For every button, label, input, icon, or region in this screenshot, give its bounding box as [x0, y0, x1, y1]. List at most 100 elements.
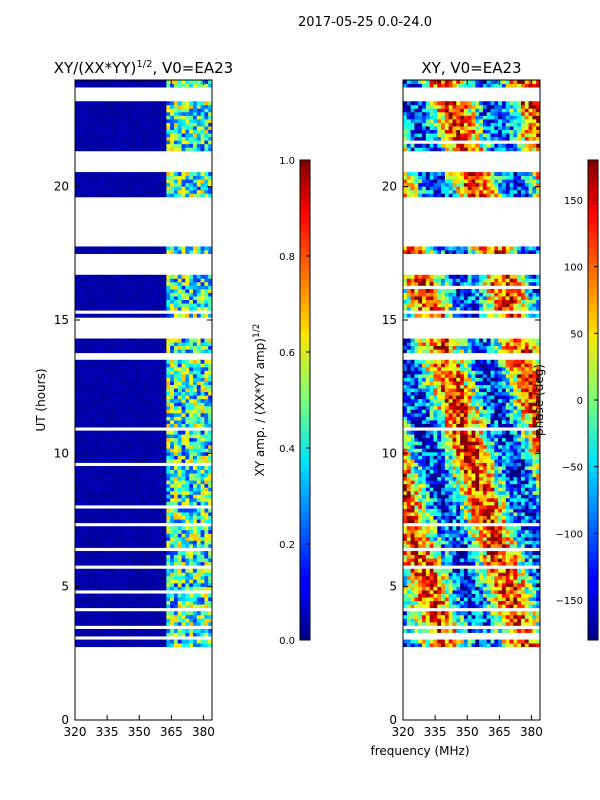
heatmap-cell	[128, 370, 133, 375]
heatmap-cell	[460, 575, 465, 580]
heatmap-cell	[192, 104, 198, 109]
heatmap-cell	[147, 497, 152, 502]
heatmap-cell	[410, 554, 415, 559]
heatmap-cell	[208, 126, 212, 130]
heatmap-cell	[505, 582, 510, 587]
heatmap-cell	[82, 420, 87, 424]
heatmap-cell	[78, 147, 84, 152]
heatmap-cell	[460, 618, 465, 623]
heatmap-cell	[425, 568, 431, 573]
heatmap-cell	[94, 101, 99, 106]
heatmap-cell	[113, 136, 118, 141]
heatmap-cell	[120, 448, 125, 453]
heatmap-cell	[204, 639, 209, 644]
heatmap-cell	[162, 111, 167, 116]
heatmap-cell	[448, 586, 453, 591]
heatmap-cell	[109, 292, 114, 297]
heatmap-cell	[147, 140, 152, 145]
heatmap-cell	[105, 508, 110, 513]
heatmap-cell	[86, 359, 91, 364]
heatmap-cell	[154, 285, 160, 290]
heatmap-cell	[109, 101, 114, 106]
heatmap-cell	[82, 115, 87, 120]
heatmap-cell	[90, 306, 95, 311]
heatmap-cell	[460, 639, 465, 644]
heatmap-cell	[109, 515, 114, 520]
heatmap-cell	[90, 490, 95, 495]
heatmap-cell	[513, 643, 518, 648]
heatmap-cell	[452, 600, 457, 605]
heatmap-cell	[97, 540, 103, 545]
heatmap-cell	[204, 278, 209, 283]
heatmap-cell	[181, 455, 186, 460]
heatmap-cell	[200, 558, 205, 563]
heatmap-cell	[418, 568, 423, 573]
heatmap-cell	[132, 274, 137, 279]
heatmap-cell	[498, 593, 503, 598]
heatmap-cell	[82, 639, 87, 644]
heatmap-cell	[75, 423, 80, 428]
heatmap-cell	[482, 558, 488, 563]
heatmap-cell	[109, 405, 114, 410]
heatmap-cell	[94, 388, 99, 393]
heatmap-cell	[101, 536, 106, 541]
heatmap-cell	[86, 490, 91, 495]
heatmap-cell	[204, 104, 209, 109]
heatmap-cell	[418, 558, 423, 563]
heatmap-cell	[444, 611, 450, 616]
heatmap-cell	[158, 444, 163, 449]
heatmap-cell	[208, 540, 212, 545]
heatmap-cell	[86, 420, 91, 424]
heatmap-cell	[109, 175, 114, 180]
heatmap-cell	[75, 377, 80, 382]
heatmap-cell	[422, 611, 427, 616]
heatmap-cell	[151, 412, 156, 417]
heatmap-cell	[173, 582, 179, 587]
heatmap-cell	[116, 384, 122, 389]
heatmap-cell	[158, 458, 163, 463]
heatmap-cell	[120, 561, 125, 566]
amplitude-y-axis-label: UT (hours)	[34, 368, 48, 431]
heatmap-cell	[139, 551, 144, 555]
heatmap-cell	[185, 621, 190, 626]
heatmap-cell	[452, 575, 457, 580]
heatmap-cell	[208, 345, 212, 350]
heatmap-cell	[132, 483, 137, 488]
heatmap-cell	[189, 409, 194, 414]
heatmap-cell	[124, 618, 129, 623]
heatmap-cell	[90, 519, 95, 524]
heatmap-cell	[82, 179, 87, 184]
heatmap-cell	[120, 628, 125, 633]
heatmap-cell	[109, 639, 114, 644]
heatmap-cell	[143, 126, 148, 130]
heatmap-cell	[422, 561, 427, 566]
heatmap-cell	[166, 349, 171, 354]
heatmap-cell	[94, 118, 99, 123]
heatmap-cell	[82, 515, 87, 520]
heatmap-cell	[139, 643, 144, 648]
heatmap-cell	[154, 423, 160, 428]
heatmap-cell	[173, 193, 179, 198]
heatmap-cell	[97, 480, 103, 485]
heatmap-cell	[132, 575, 137, 580]
heatmap-cell	[425, 558, 431, 563]
heatmap-cell	[204, 384, 209, 389]
heatmap-cell	[105, 182, 110, 187]
heatmap-cell	[151, 122, 156, 127]
heatmap-cell	[482, 628, 488, 633]
heatmap-cell	[135, 526, 141, 531]
heatmap-cell	[78, 600, 84, 605]
heatmap-cell	[151, 349, 156, 354]
heatmap-cell	[94, 586, 99, 591]
heatmap-cell	[486, 582, 491, 587]
heatmap-cell	[498, 614, 503, 619]
heatmap-cell	[208, 395, 212, 400]
heatmap-cell	[185, 288, 190, 293]
heatmap-cell	[151, 480, 156, 485]
heatmap-cell	[143, 568, 148, 573]
heatmap-cell	[97, 172, 103, 177]
heatmap-cell	[154, 303, 160, 308]
heatmap-cell	[185, 285, 190, 290]
heatmap-cell	[422, 639, 427, 644]
heatmap-cell	[86, 430, 91, 435]
